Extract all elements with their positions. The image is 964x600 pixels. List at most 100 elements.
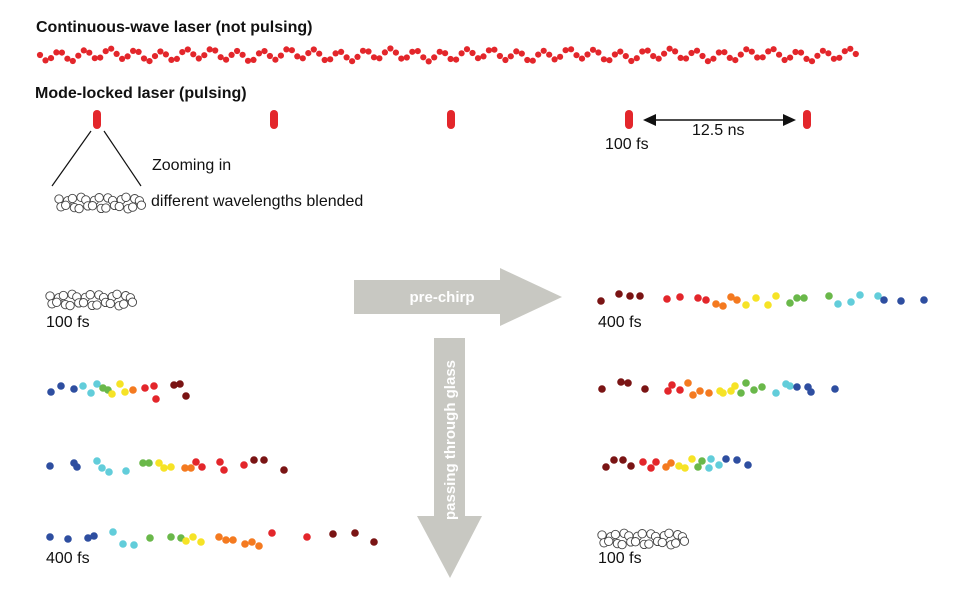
cw-dot	[409, 48, 416, 55]
cw-dot	[721, 49, 728, 56]
cw-dot	[69, 57, 76, 65]
wavelength-dot	[73, 463, 81, 471]
blended-dot	[136, 200, 147, 210]
right-400fs-label: 400 fs	[598, 314, 642, 331]
cw-dot	[365, 48, 372, 55]
wavelength-dot	[733, 296, 741, 304]
wavelength-dot	[636, 292, 644, 300]
wavelength-dot	[624, 379, 632, 387]
wavelength-dot	[250, 456, 258, 464]
wavelength-dot	[696, 387, 704, 395]
wavelength-dot	[752, 294, 760, 302]
glass-arrow: passing through glass	[417, 338, 482, 578]
wavelength-dot	[303, 533, 311, 541]
cw-dot	[573, 52, 580, 59]
cw-dot	[201, 52, 208, 59]
wavelength-dot	[694, 294, 702, 302]
cw-dot	[496, 52, 503, 60]
wavelength-dot	[79, 382, 87, 390]
wavelength-dot	[758, 383, 766, 391]
wavelength-dot	[880, 296, 888, 304]
cw-dot	[617, 48, 624, 55]
wavelength-dot	[121, 388, 129, 396]
cw-dot	[64, 55, 71, 62]
blended-dot	[61, 200, 71, 210]
wavelength-dot	[597, 297, 605, 305]
blended-dot	[679, 536, 690, 546]
blended-pulse-left	[45, 289, 138, 311]
cw-dot	[387, 45, 394, 52]
zoom-line-right	[103, 130, 142, 187]
wavelength-dot	[619, 456, 627, 464]
wavelength-dot	[150, 382, 158, 390]
cw-dot	[119, 55, 126, 63]
wavelength-dot	[705, 464, 713, 472]
wavelength-dot	[684, 379, 692, 387]
cw-dot	[130, 47, 137, 55]
wavelength-dot	[705, 389, 713, 397]
glass-label: passing through glass	[442, 360, 459, 520]
wavelength-dot	[182, 392, 190, 400]
wavelength-dot	[240, 461, 248, 469]
wavelength-dot	[688, 455, 696, 463]
wavelength-dot	[800, 294, 808, 302]
cw-dot	[47, 55, 55, 62]
cw-dot	[327, 56, 334, 63]
wavelength-dot	[731, 382, 739, 390]
wavelength-dot	[742, 301, 750, 309]
wavelength-dot	[786, 382, 794, 390]
cw-dot	[86, 49, 93, 56]
cw-dot	[661, 50, 668, 57]
wavelength-dot	[694, 463, 702, 471]
wavelength-dot	[248, 538, 256, 546]
wavelength-dot	[627, 462, 635, 470]
cw-dot	[223, 56, 230, 63]
cw-dot	[836, 54, 843, 61]
cw-dot	[589, 46, 597, 53]
cw-dot	[754, 54, 761, 61]
wavelength-dot	[641, 385, 649, 393]
cw-dot	[157, 48, 164, 55]
cw-dot	[420, 54, 427, 61]
wavelength-dot	[598, 385, 606, 393]
wavelength-dot	[617, 378, 625, 386]
blended-dot	[630, 537, 641, 547]
cw-dot	[316, 50, 323, 57]
cw-heading: Continuous-wave laser (not pulsing)	[36, 19, 313, 36]
pulse-row-left-2	[47, 380, 190, 403]
cw-dot	[108, 45, 115, 52]
cw-dot	[748, 48, 755, 55]
wavelength-dot	[897, 297, 905, 305]
cw-dot	[715, 49, 723, 56]
cw-dot	[814, 52, 821, 59]
cw-dot	[255, 50, 263, 57]
cw-dot	[321, 56, 328, 64]
blended-dot	[87, 201, 98, 211]
wavelength-dot	[64, 535, 72, 543]
blended-dot	[617, 539, 627, 550]
cw-dot	[770, 46, 777, 53]
blend-label: different wavelengths blended	[151, 193, 364, 210]
wavelength-dot	[90, 532, 98, 540]
cw-dot	[436, 48, 443, 55]
cw-dot	[606, 57, 613, 64]
wavelength-dot	[268, 529, 276, 537]
blended-dot	[65, 300, 75, 311]
blended-dot	[610, 529, 621, 540]
blended-dot	[119, 299, 129, 309]
cw-dot	[190, 51, 197, 58]
pulse-mark	[270, 110, 278, 129]
cw-dot	[338, 48, 345, 56]
wavelength-dot	[351, 529, 359, 537]
wavelength-dot	[152, 395, 160, 403]
blended-dot	[101, 203, 111, 213]
cw-dot	[442, 50, 449, 57]
cw-dot	[97, 54, 104, 61]
right-100fs-label: 100 fs	[598, 550, 642, 567]
cw-dot	[140, 55, 148, 62]
cw-dot	[168, 56, 175, 64]
cw-dot	[376, 55, 383, 62]
cw-dot	[693, 47, 701, 54]
cw-dot	[447, 55, 454, 63]
blended-dot	[54, 194, 64, 204]
